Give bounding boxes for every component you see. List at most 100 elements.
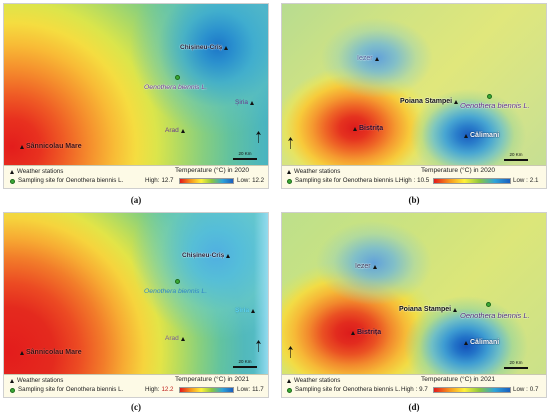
legend-low: Low: 11.7 bbox=[237, 386, 264, 393]
legend-weather-stations: Weather stations bbox=[10, 377, 63, 384]
station-label: Arad bbox=[165, 335, 179, 342]
station-label: Călimani bbox=[470, 339, 500, 346]
scale-label: 20 Km bbox=[238, 359, 252, 364]
legend-low: Low : 0.7 bbox=[513, 386, 538, 393]
map-panel-a: Chișineu-Criș Oenothera biennis L. Șiria… bbox=[3, 3, 269, 189]
station-label: Sânnicolau Mare bbox=[26, 143, 82, 150]
station-arad: Arad bbox=[165, 335, 185, 343]
legend-sampling-site-label: Sampling site for Oenothera biennis L. bbox=[18, 386, 124, 393]
weather-station-icon bbox=[224, 46, 229, 51]
legend: Weather stations Sampling site for Oenot… bbox=[4, 374, 268, 397]
legend-title: Temperature (°C) in 2020 bbox=[421, 167, 496, 174]
weather-station-icon bbox=[287, 170, 291, 175]
legend-high: High : 10.5 bbox=[399, 177, 430, 184]
legend-high-value: 12.2 bbox=[161, 386, 174, 393]
station-label: Șiria bbox=[235, 99, 249, 106]
legend-high-label: High : bbox=[401, 386, 418, 393]
legend-weather-stations-label: Weather stations bbox=[294, 168, 341, 175]
panel-caption-c: (c) bbox=[131, 402, 141, 412]
sampling-site-label: Oenothera biennis L. bbox=[460, 101, 530, 110]
sampling-site-icon bbox=[486, 302, 491, 307]
legend-title: Temperature (°C) in 2021 bbox=[421, 376, 496, 383]
legend-low-value: 2.1 bbox=[529, 177, 539, 184]
legend-sampling-site: Sampling site for Oenothera biennis L. bbox=[287, 177, 401, 184]
legend: Weather stations Sampling site for Oenot… bbox=[282, 165, 546, 188]
station-label: Șiria bbox=[235, 307, 250, 314]
sampling-site-icon bbox=[175, 279, 180, 284]
scale-label: 20 Km bbox=[238, 151, 252, 156]
station-chisineu-cris: Chișineu-Criș bbox=[182, 252, 231, 260]
scale-label: 20 Km bbox=[509, 152, 523, 157]
station-label: Iezer bbox=[357, 55, 373, 62]
station-label: Călimani bbox=[470, 132, 500, 139]
station-label: Bistrița bbox=[357, 329, 382, 336]
legend-low-value: 11.7 bbox=[252, 386, 264, 393]
legend-low-value: 12.2 bbox=[252, 177, 265, 184]
weather-station-icon bbox=[180, 337, 185, 342]
panel-caption-d: (d) bbox=[408, 402, 420, 412]
station-label: Bistrița bbox=[359, 125, 384, 132]
weather-station-icon bbox=[251, 309, 256, 314]
weather-station-icon bbox=[180, 129, 185, 134]
station-sannicolau-mare: Sânnicolau Mare bbox=[20, 143, 82, 150]
station-siria: Șiria bbox=[235, 307, 256, 315]
station-iezer: Iezer bbox=[357, 55, 379, 62]
weather-station-icon bbox=[20, 144, 24, 149]
legend: Weather stations Sampling site for Oenot… bbox=[4, 165, 268, 188]
weather-station-icon bbox=[20, 350, 24, 355]
station-label: Iezer bbox=[355, 263, 371, 270]
station-label: Sânnicolau Mare bbox=[26, 349, 82, 356]
station-label: Chișineu-Criș bbox=[182, 252, 225, 259]
legend-sampling-site-label: Sampling site for Oenothera biennis L. bbox=[18, 177, 124, 184]
legend-weather-stations-label: Weather stations bbox=[17, 168, 64, 175]
legend-sampling-site: Sampling site for Oenothera biennis L. bbox=[10, 386, 124, 393]
sampling-site-icon bbox=[287, 387, 292, 393]
scale-bar: 20 Km bbox=[233, 359, 257, 368]
scale-label: 20 Km bbox=[509, 360, 523, 365]
station-sannicolau-mare: Sânnicolau Mare bbox=[20, 349, 82, 356]
legend-high: High : 9.7 bbox=[401, 386, 428, 393]
weather-station-icon bbox=[287, 379, 291, 384]
legend-high-label: High : bbox=[399, 177, 416, 184]
scale-bar-graphic bbox=[504, 158, 528, 161]
station-iezer: Iezer bbox=[355, 263, 377, 270]
legend-high-value: 10.5 bbox=[417, 177, 430, 184]
sampling-site-icon bbox=[287, 178, 292, 184]
station-poiana-stampei: Poiana Stampei bbox=[400, 98, 459, 105]
weather-station-icon bbox=[464, 340, 468, 345]
north-arrow-icon bbox=[256, 131, 261, 143]
station-poiana-stampei: Poiana Stampei bbox=[399, 306, 458, 313]
weather-station-icon bbox=[374, 56, 379, 61]
weather-station-icon bbox=[353, 126, 357, 131]
temperature-map-2021-west: Chișineu-Criș Oenothera biennis L. Șiria… bbox=[4, 213, 268, 374]
station-label: Poiana Stampei bbox=[400, 98, 453, 105]
north-arrow-icon bbox=[256, 340, 261, 352]
weather-station-icon bbox=[250, 101, 255, 106]
scale-bar-graphic bbox=[504, 366, 528, 369]
north-arrow-icon bbox=[288, 137, 293, 149]
legend-sampling-site: Sampling site for Oenothera biennis L. bbox=[10, 177, 124, 184]
legend-sampling-site: Sampling site for Oenothera biennis L. bbox=[287, 386, 400, 393]
station-calimani: Călimani bbox=[464, 339, 499, 346]
station-siria: Șiria bbox=[235, 99, 255, 107]
legend-low-label: Low : bbox=[513, 386, 528, 393]
station-bistrita: Bistrița bbox=[353, 125, 383, 132]
weather-station-icon bbox=[454, 99, 459, 104]
legend-weather-stations: Weather stations bbox=[10, 168, 64, 175]
legend-low-label: Low: bbox=[237, 177, 251, 184]
legend-high-label: High: bbox=[145, 177, 160, 184]
legend-sampling-site-label: Sampling site for Oenothera biennis L. bbox=[295, 177, 401, 184]
scale-bar: 20 Km bbox=[504, 152, 528, 161]
legend-weather-stations: Weather stations bbox=[287, 168, 341, 175]
color-ramp bbox=[179, 387, 234, 393]
legend-low: Low: 12.2 bbox=[237, 177, 265, 184]
map-panel-d: Iezer Poiana Stampei Oenothera biennis L… bbox=[281, 212, 547, 398]
legend-weather-stations: Weather stations bbox=[287, 377, 340, 384]
weather-station-icon bbox=[464, 133, 468, 138]
temperature-map-2021-north: Iezer Poiana Stampei Oenothera biennis L… bbox=[282, 213, 546, 374]
station-chisineu-cris: Chișineu-Criș bbox=[180, 44, 229, 52]
legend-title: Temperature (°C) in 2020 bbox=[175, 167, 250, 174]
weather-station-icon bbox=[351, 330, 355, 335]
color-ramp bbox=[179, 178, 234, 184]
legend-low: Low : 2.1 bbox=[513, 177, 539, 184]
